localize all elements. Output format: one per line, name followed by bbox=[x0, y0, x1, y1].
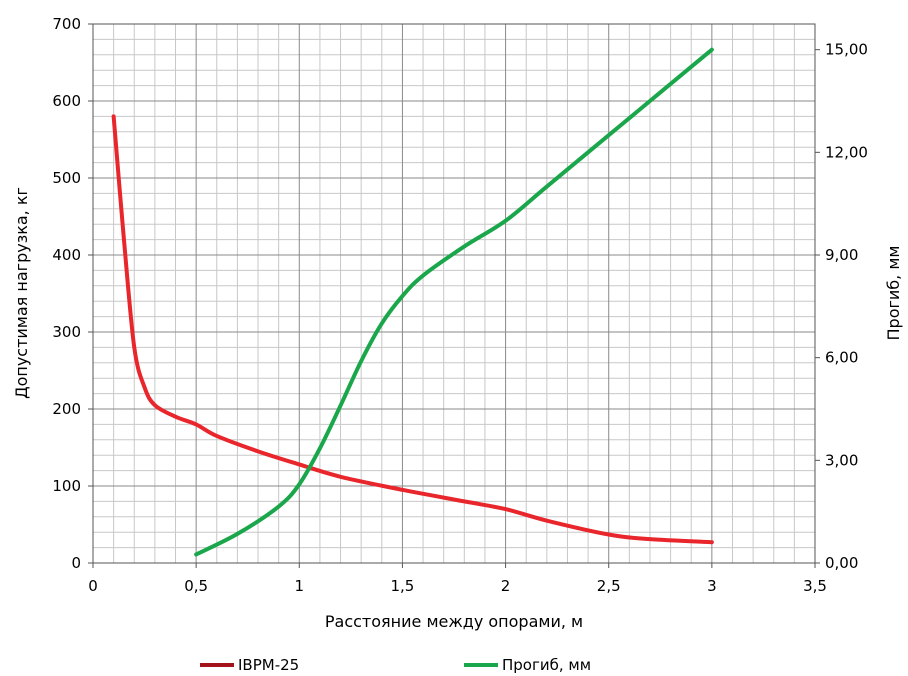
legend-label-ibpm25: IBPM-25 bbox=[238, 656, 299, 674]
y2-tick-label: 0,00 bbox=[825, 554, 858, 572]
y-tick-label: 500 bbox=[52, 169, 81, 187]
y-tick-label: 600 bbox=[52, 92, 81, 110]
x-tick-labels: 0 0,5 1 1,5 2 2,5 3 3,5 bbox=[88, 577, 827, 595]
x-tick-label: 0 bbox=[88, 577, 98, 595]
x-tick-label: 3,5 bbox=[803, 577, 827, 595]
y2-tick-label: 15,00 bbox=[825, 41, 868, 59]
series-layer bbox=[111, 47, 714, 557]
y-tick-label: 100 bbox=[52, 477, 81, 495]
major-grid bbox=[88, 23, 820, 568]
x-axis-title: Расстояние между опорами, м bbox=[325, 612, 583, 631]
x-tick-label: 0,5 bbox=[184, 577, 208, 595]
y2-tick-labels: 0,00 3,00 6,00 9,00 12,00 15,00 bbox=[825, 41, 868, 572]
legend: IBPM-25 Прогиб, мм bbox=[200, 656, 591, 674]
y-axis-title: Допустимая нагрузка, кг bbox=[12, 187, 31, 399]
y-tick-labels: 0 100 200 300 400 500 600 700 bbox=[52, 15, 81, 572]
x-tick-label: 1 bbox=[295, 577, 305, 595]
x-tick-label: 3 bbox=[707, 577, 717, 595]
x-tick-label: 2 bbox=[501, 577, 511, 595]
plot-frame bbox=[92, 23, 816, 564]
y2-tick-label: 6,00 bbox=[825, 349, 858, 367]
y-tick-label: 400 bbox=[52, 246, 81, 264]
series-line-ibpm25 bbox=[111, 114, 714, 545]
y2-tick-label: 12,00 bbox=[825, 143, 868, 161]
y-tick-label: 0 bbox=[71, 554, 81, 572]
legend-label-deflection: Прогиб, мм bbox=[502, 656, 591, 674]
series-line-deflection bbox=[194, 47, 714, 557]
minor-grid bbox=[93, 24, 815, 563]
y2-tick-label: 3,00 bbox=[825, 451, 858, 469]
y-tick-label: 700 bbox=[52, 15, 81, 33]
x-tick-label: 2,5 bbox=[597, 577, 621, 595]
y-tick-label: 200 bbox=[52, 400, 81, 418]
y2-tick-label: 9,00 bbox=[825, 246, 858, 264]
x-tick-label: 1,5 bbox=[390, 577, 414, 595]
y-tick-label: 300 bbox=[52, 323, 81, 341]
y2-axis-title: Прогиб, мм bbox=[884, 246, 903, 341]
